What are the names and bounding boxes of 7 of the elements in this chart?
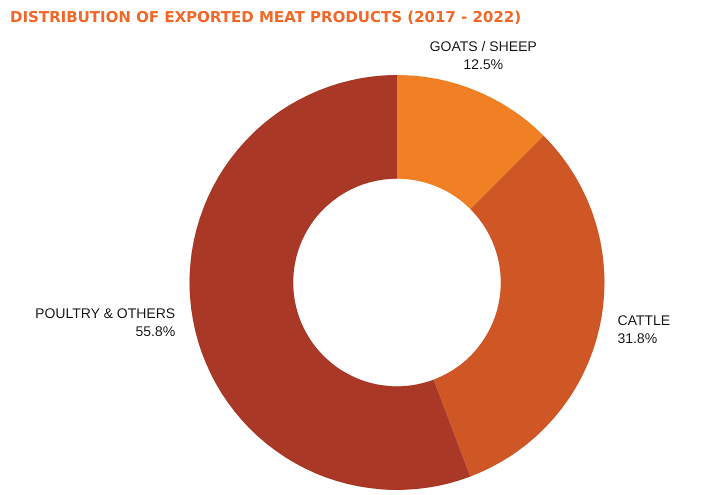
data-label: 31.8% [617,330,658,346]
slice-label: POULTRY & OTHERS [35,304,176,321]
slice-label: GOATS / SHEEP [430,38,537,54]
chart-title: DISTRIBUTION OF EXPORTED MEAT PRODUCTS (2017 - 2022) [10,8,522,26]
data-label: 55.8% [135,322,176,339]
data-label: 12.5% [463,56,504,72]
slice-label: CATTLE [617,312,670,328]
